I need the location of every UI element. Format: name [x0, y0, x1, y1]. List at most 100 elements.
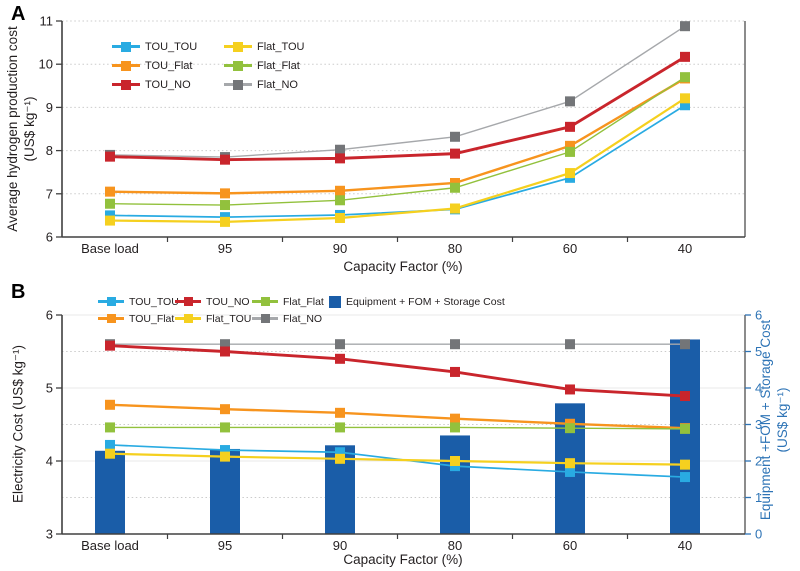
data-point-marker	[565, 466, 575, 477]
equipment-fom-storage-bars	[95, 339, 700, 534]
series-line	[109, 344, 686, 398]
data-point-marker	[680, 72, 690, 83]
equipment-bar	[440, 435, 470, 534]
data-point-marker	[565, 96, 575, 107]
data-point-marker	[335, 212, 345, 223]
x-category-label: 40	[678, 538, 692, 553]
series-b-TOU_NO	[105, 340, 690, 402]
data-point-marker	[105, 186, 115, 197]
data-point-marker	[220, 346, 230, 357]
series-line	[109, 55, 686, 162]
series-line	[109, 97, 686, 223]
data-point-marker	[220, 154, 230, 165]
data-point-marker	[680, 100, 690, 111]
left-y-tick-label: 6	[46, 308, 53, 323]
panel-b-left-y-axis-title: Electricity Cost (US$ kg⁻¹)	[10, 345, 26, 503]
legend-item-label: TOU_NO	[206, 295, 250, 308]
legend-marker-icon	[121, 79, 131, 90]
panel-b-right-y-axis-title-line2: (US$ kg⁻¹)	[775, 387, 790, 453]
legend-line-swatch	[98, 313, 124, 323]
panel-a-y-axis-title-line2: (US$ kg⁻¹)	[22, 96, 37, 162]
x-category-label: 80	[448, 538, 462, 553]
data-point-marker	[450, 182, 460, 193]
legend-bar-swatch-icon	[329, 295, 341, 308]
legend-marker-icon	[233, 79, 243, 90]
data-point-marker	[105, 340, 115, 351]
data-point-marker	[450, 456, 460, 466]
data-point-marker	[565, 146, 575, 157]
data-point-marker	[680, 339, 690, 350]
legend-item-label: Equipment + FOM + Storage Cost	[346, 295, 505, 308]
legend-marker-icon	[121, 60, 131, 71]
y-tick-label: 11	[40, 14, 54, 29]
y-tick-label: 10	[39, 57, 53, 72]
legend-item-label: Flat_NO	[257, 78, 298, 91]
legend-item-TOU_TOU: TOU_TOU	[98, 293, 179, 310]
legend-item-Flat_NO: Flat_NO	[224, 75, 304, 94]
data-point-marker	[220, 339, 230, 350]
legend-marker-icon	[121, 41, 131, 52]
x-category-label: 60	[563, 241, 577, 256]
data-point-marker	[220, 404, 230, 415]
data-point-marker	[450, 131, 460, 142]
y-tick-label: 8	[46, 143, 53, 158]
data-point-marker	[565, 121, 575, 132]
series-a-Flat_TOU	[105, 93, 690, 227]
data-point-marker	[105, 439, 115, 450]
data-point-marker	[450, 422, 460, 433]
series-a-Flat_Flat	[105, 72, 690, 211]
data-point-marker	[335, 144, 345, 155]
series-line	[109, 25, 686, 158]
data-point-marker	[450, 366, 460, 377]
legend-item-TOU_NO: TOU_NO	[112, 75, 210, 94]
legend-line-swatch	[224, 79, 252, 90]
data-point-marker	[335, 447, 345, 458]
y-tick-label: 7	[46, 186, 53, 201]
legend-marker-icon	[260, 296, 270, 306]
legend-marker-icon	[183, 296, 193, 306]
data-point-marker	[680, 391, 690, 402]
y-tick-label: 9	[46, 100, 53, 115]
data-point-marker	[450, 413, 460, 424]
legend-line-swatch	[112, 41, 140, 52]
legend-marker-icon	[233, 41, 243, 52]
data-point-marker	[680, 21, 690, 32]
right-y-tick-label: 4	[755, 381, 762, 396]
legend-line-swatch	[252, 313, 278, 323]
series-line	[109, 77, 686, 195]
legend-line-swatch	[252, 296, 278, 306]
data-point-marker	[220, 422, 230, 433]
series-b-Flat_NO	[105, 339, 690, 350]
panel-a-axes: 6 7 8 9 10 11 Base load 95 90 80 60 40	[39, 14, 746, 256]
series-line	[109, 76, 686, 206]
legend-item-Flat_NO: Flat_NO	[252, 310, 329, 327]
legend-line-swatch	[224, 60, 252, 71]
data-point-marker	[335, 339, 345, 350]
x-category-label: 40	[678, 241, 692, 256]
panel-b-gridlines	[62, 314, 745, 498]
legend-line-swatch	[175, 296, 201, 306]
x-category-label: 80	[448, 241, 462, 256]
data-point-marker	[680, 423, 690, 434]
legend-item-label: Flat_Flat	[257, 59, 300, 72]
legend-item-label: Flat_Flat	[283, 295, 324, 308]
panel-a-legend: TOU_TOU TOU_Flat TOU_NO Flat_TOU Flat_Flat Fl…	[112, 37, 304, 94]
data-point-marker	[680, 459, 690, 470]
x-category-label: 95	[218, 538, 232, 553]
legend-item-Flat_TOU: Flat_TOU	[224, 37, 304, 56]
data-point-marker	[220, 451, 230, 462]
legend-item-Flat_Flat: Flat_Flat	[252, 293, 329, 310]
data-point-marker	[335, 422, 345, 433]
legend-line-swatch	[112, 79, 140, 90]
data-point-marker	[565, 458, 575, 469]
series-a-TOU_NO	[105, 51, 690, 165]
x-category-label: Base load	[81, 241, 139, 256]
legend-item-label: TOU_Flat	[145, 59, 193, 72]
legend-item-Flat_TOU: Flat_TOU	[175, 310, 252, 327]
data-point-marker	[105, 215, 115, 226]
data-point-marker	[335, 185, 345, 196]
left-y-tick-label: 5	[46, 381, 53, 396]
data-point-marker	[105, 210, 115, 221]
